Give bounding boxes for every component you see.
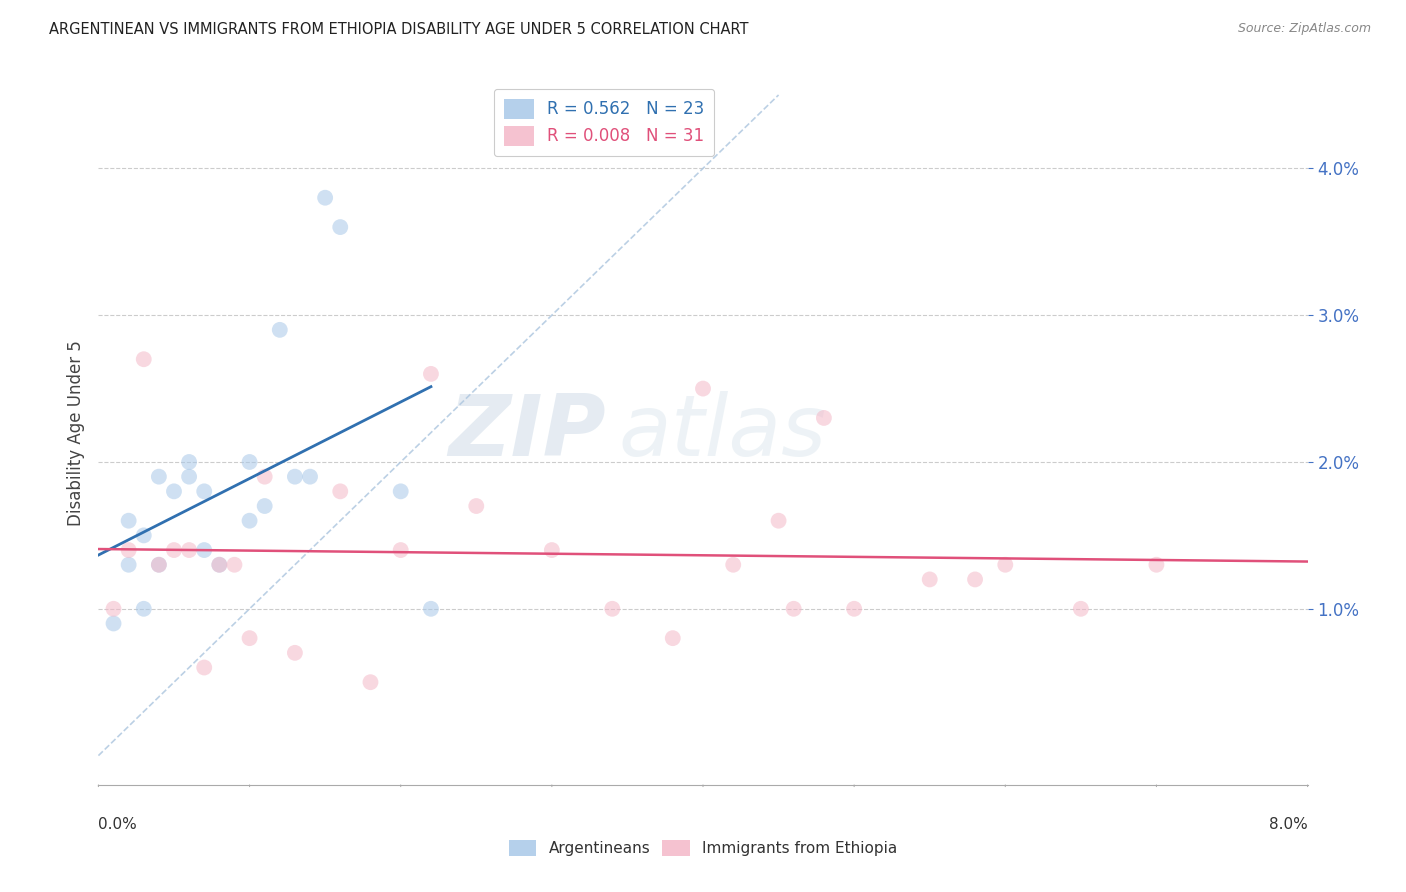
- Point: [148, 469, 170, 483]
- Point: [208, 558, 231, 572]
- Point: [148, 558, 170, 572]
- Point: [360, 675, 382, 690]
- Point: [420, 601, 443, 615]
- Point: [148, 558, 170, 572]
- Point: [965, 573, 987, 587]
- Point: [420, 367, 443, 381]
- Legend: R = 0.562   N = 23, R = 0.008   N = 31: R = 0.562 N = 23, R = 0.008 N = 31: [494, 88, 714, 156]
- Point: [208, 558, 231, 572]
- Point: [239, 514, 262, 528]
- Point: [179, 455, 201, 469]
- Point: [163, 543, 186, 558]
- Y-axis label: Disability Age Under 5: Disability Age Under 5: [66, 340, 84, 525]
- Point: [253, 499, 276, 513]
- Point: [284, 646, 307, 660]
- Point: [994, 558, 1017, 572]
- Point: [103, 601, 125, 615]
- Point: [253, 469, 276, 483]
- Point: [132, 528, 155, 542]
- Point: [118, 558, 141, 572]
- Point: [163, 484, 186, 499]
- Point: [389, 543, 412, 558]
- Point: [918, 573, 941, 587]
- Point: [329, 484, 352, 499]
- Point: [224, 558, 246, 572]
- Point: [118, 543, 141, 558]
- Point: [813, 411, 835, 425]
- Point: [193, 484, 215, 499]
- Point: [844, 601, 866, 615]
- Point: [269, 323, 291, 337]
- Point: [1070, 601, 1092, 615]
- Point: [783, 601, 806, 615]
- Text: 0.0%: 0.0%: [98, 817, 138, 831]
- Point: [103, 616, 125, 631]
- Point: [602, 601, 624, 615]
- Point: [540, 543, 562, 558]
- Text: atlas: atlas: [619, 391, 827, 475]
- Point: [768, 514, 790, 528]
- Point: [132, 352, 155, 367]
- Point: [193, 543, 215, 558]
- Point: [661, 631, 683, 645]
- Text: ARGENTINEAN VS IMMIGRANTS FROM ETHIOPIA DISABILITY AGE UNDER 5 CORRELATION CHART: ARGENTINEAN VS IMMIGRANTS FROM ETHIOPIA …: [49, 22, 749, 37]
- Text: 8.0%: 8.0%: [1268, 817, 1308, 831]
- Point: [179, 469, 201, 483]
- Legend: Argentineans, Immigrants from Ethiopia: Argentineans, Immigrants from Ethiopia: [502, 834, 904, 862]
- Point: [193, 660, 215, 674]
- Text: ZIP: ZIP: [449, 391, 606, 475]
- Point: [239, 631, 262, 645]
- Point: [314, 191, 336, 205]
- Text: Source: ZipAtlas.com: Source: ZipAtlas.com: [1237, 22, 1371, 36]
- Point: [132, 601, 155, 615]
- Point: [465, 499, 488, 513]
- Point: [299, 469, 322, 483]
- Point: [723, 558, 745, 572]
- Point: [239, 455, 262, 469]
- Point: [118, 514, 141, 528]
- Point: [179, 543, 201, 558]
- Point: [389, 484, 412, 499]
- Point: [1146, 558, 1168, 572]
- Point: [692, 382, 714, 396]
- Point: [329, 220, 352, 235]
- Point: [284, 469, 307, 483]
